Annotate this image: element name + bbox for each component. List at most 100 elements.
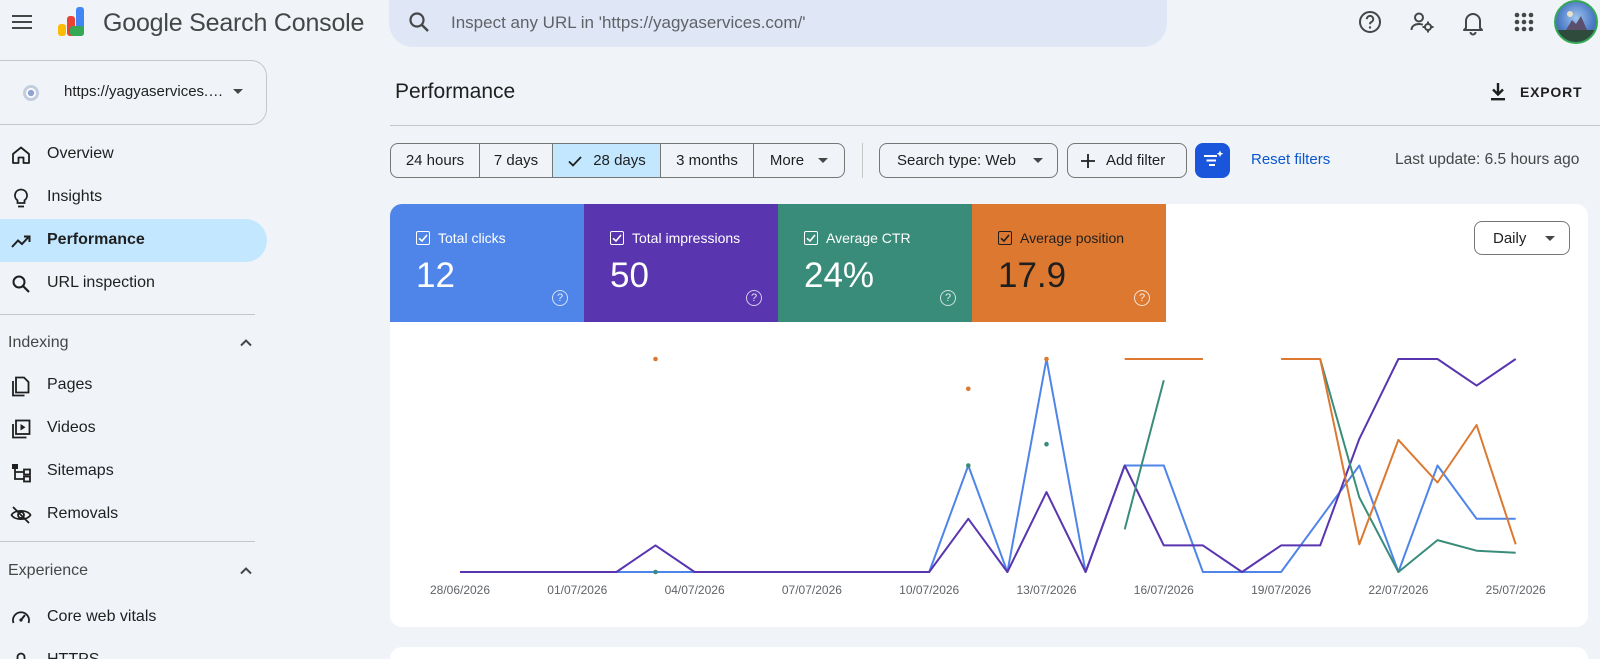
- metric-value: 24%: [804, 256, 875, 295]
- metric-value: 17.9: [998, 256, 1067, 295]
- search-type-label: Search type: Web: [897, 152, 1016, 169]
- range-28-days[interactable]: 28 days: [552, 143, 661, 178]
- search-icon: [12, 275, 30, 293]
- manage-users-icon[interactable]: [1408, 8, 1436, 36]
- chevron-up-icon: [240, 339, 252, 347]
- reset-filters-link[interactable]: Reset filters: [1251, 151, 1331, 168]
- sidebar-item-pages[interactable]: Pages: [0, 364, 267, 407]
- series-line-average-ctr: [1319, 358, 1516, 573]
- globe-icon: [23, 85, 39, 101]
- x-axis-tick-label: 04/07/2026: [665, 583, 725, 597]
- range-7-days[interactable]: 7 days: [479, 143, 553, 178]
- download-icon: [1491, 83, 1505, 101]
- sidebar-item-label: Overview: [47, 145, 114, 162]
- series-point-average-position: [653, 356, 658, 362]
- metric-value: 50: [610, 256, 649, 295]
- section-label: Indexing: [8, 334, 69, 351]
- export-label: EXPORT: [1520, 84, 1583, 100]
- help-icon[interactable]: ?: [1134, 290, 1150, 306]
- metric-label: Average position: [1020, 230, 1125, 246]
- sidebar-item-core-web-vitals[interactable]: Core web vitals: [0, 596, 267, 639]
- notifications-icon[interactable]: [1459, 8, 1487, 36]
- apps-grid-icon[interactable]: [1510, 8, 1538, 36]
- top-bar: Google Search Console: [0, 0, 1600, 48]
- metric-average-ctr[interactable]: Average CTR 24% ?: [778, 204, 972, 322]
- performance-chart-card: Total clicks 12 ? Total impressions 50 ?…: [390, 204, 1588, 627]
- dropdown-caret-icon: [818, 158, 829, 163]
- range-more[interactable]: More: [753, 143, 845, 178]
- filter-divider: [862, 143, 863, 178]
- sidebar-item-insights[interactable]: Insights: [0, 176, 267, 219]
- dropdown-caret-icon: [233, 89, 243, 94]
- sidebar-item-label: Performance: [47, 231, 145, 248]
- search-console-logo-icon: [58, 7, 84, 36]
- metric-average-position[interactable]: Average position 17.9 ?: [972, 204, 1166, 322]
- section-label: Experience: [8, 562, 89, 579]
- sidebar-item-https[interactable]: HTTPS: [0, 639, 267, 659]
- series-point-average-ctr: [653, 569, 658, 575]
- speedometer-icon: [12, 611, 30, 624]
- account-avatar[interactable]: [1554, 0, 1598, 44]
- series-line-average-ctr: [1123, 380, 1165, 530]
- section-experience[interactable]: Experience: [0, 551, 262, 591]
- x-axis-tick-label: 07/07/2026: [782, 583, 842, 597]
- sitemap-icon: [12, 464, 31, 483]
- filter-settings-button[interactable]: [1195, 143, 1230, 178]
- property-url: https://yagyaservices.…: [64, 83, 224, 100]
- sidebar-item-videos[interactable]: Videos: [0, 407, 267, 450]
- sidebar-item-sitemaps[interactable]: Sitemaps: [0, 450, 267, 493]
- section-indexing[interactable]: Indexing: [0, 323, 262, 363]
- sidebar-item-performance[interactable]: Performance: [0, 219, 267, 262]
- help-icon[interactable]: ?: [552, 290, 568, 306]
- x-axis-tick-label: 28/06/2026: [430, 583, 490, 597]
- metric-value: 12: [416, 256, 455, 295]
- dropdown-caret-icon: [1545, 236, 1555, 241]
- add-filter-label: Add filter: [1106, 152, 1166, 169]
- help-icon[interactable]: ?: [940, 290, 956, 306]
- x-axis-tick-label: 16/07/2026: [1134, 583, 1194, 597]
- series-line-total-clicks: [460, 358, 1516, 573]
- sidebar-item-url-inspection[interactable]: URL inspection: [0, 262, 267, 305]
- x-axis-tick-label: 01/07/2026: [547, 583, 607, 597]
- sidebar-item-label: Videos: [47, 419, 96, 436]
- url-inspect-search-bar[interactable]: [389, 0, 1167, 47]
- x-axis-tick-label: 22/07/2026: [1368, 583, 1428, 597]
- help-icon[interactable]: [1356, 8, 1384, 36]
- chevron-up-icon: [240, 567, 252, 575]
- checkbox-checked-icon: [416, 231, 430, 245]
- menu-icon[interactable]: [10, 10, 34, 34]
- videos-icon: [12, 419, 31, 439]
- sidebar-item-label: Removals: [47, 505, 119, 522]
- metric-label: Average CTR: [826, 230, 911, 246]
- series-point-average-position: [966, 386, 971, 392]
- range-28-days-label: 28 days: [593, 152, 646, 169]
- sidebar-item-overview[interactable]: Overview: [0, 133, 267, 176]
- property-selector[interactable]: https://yagyaservices.…: [0, 60, 267, 125]
- check-icon: [568, 155, 582, 167]
- metric-label: Total impressions: [632, 230, 741, 246]
- range-more-label: More: [769, 152, 805, 169]
- app-title[interactable]: Google Search Console: [103, 9, 365, 37]
- range-3-months[interactable]: 3 months: [660, 143, 754, 178]
- sidebar-item-removals[interactable]: Removals: [0, 493, 267, 536]
- checkbox-checked-icon: [804, 231, 818, 245]
- home-icon: [12, 146, 30, 164]
- url-inspect-input[interactable]: [451, 8, 1141, 38]
- series-point-average-position: [1044, 356, 1049, 362]
- range-24-hours[interactable]: 24 hours: [390, 143, 480, 178]
- sidebar-divider: [0, 314, 255, 315]
- add-filter-button[interactable]: Add filter: [1067, 143, 1187, 178]
- plus-icon: [1081, 153, 1095, 168]
- header-divider: [390, 125, 1600, 126]
- metric-total-clicks[interactable]: Total clicks 12 ?: [390, 204, 584, 322]
- x-axis-tick-label: 19/07/2026: [1251, 583, 1311, 597]
- help-icon[interactable]: ?: [746, 290, 762, 306]
- search-type-dropdown[interactable]: Search type: Web: [879, 143, 1058, 178]
- metric-total-impressions[interactable]: Total impressions 50 ?: [584, 204, 778, 322]
- last-update-text: Last update: 6.5 hours ago: [1395, 151, 1580, 168]
- filter-list-icon: [1204, 150, 1224, 166]
- export-button[interactable]: EXPORT: [1480, 76, 1600, 110]
- x-axis-tick-label: 13/07/2026: [1016, 583, 1076, 597]
- series-point-average-ctr: [1044, 441, 1049, 447]
- granularity-dropdown[interactable]: Daily: [1474, 221, 1570, 255]
